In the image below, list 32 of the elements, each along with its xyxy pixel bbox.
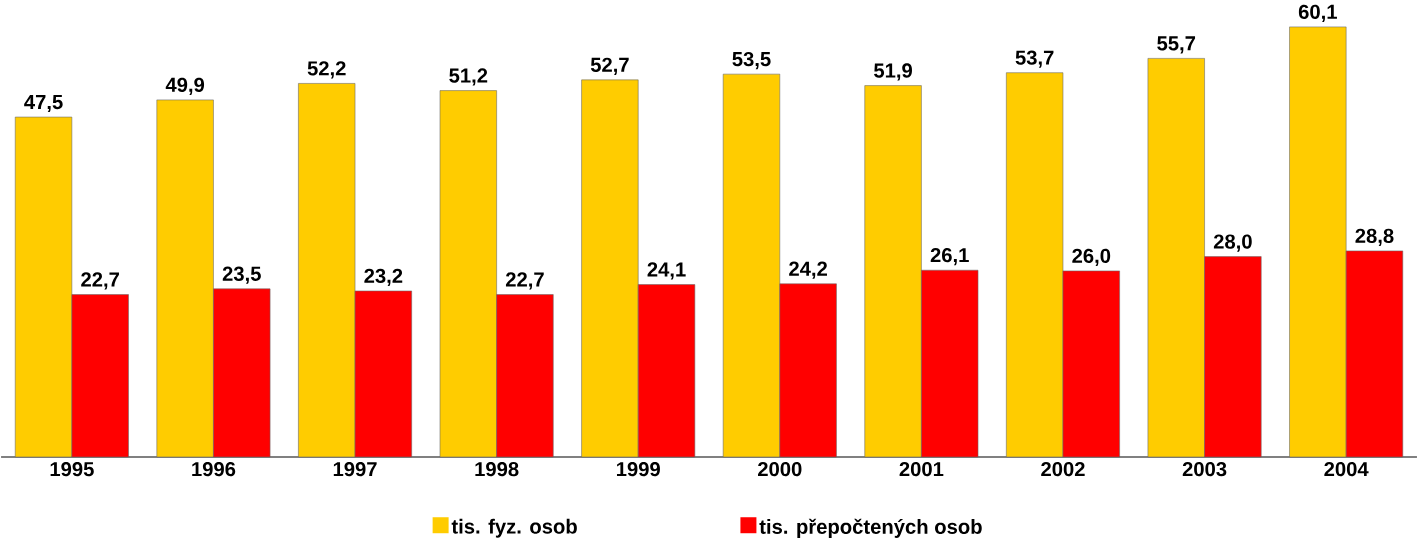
data-label: 53,5 <box>732 51 771 69</box>
data-label: 51,9 <box>874 63 912 81</box>
data-label: 47,5 <box>24 94 63 112</box>
data-label: 26,0 <box>1072 248 1111 266</box>
data-label: 28,0 <box>1213 234 1252 252</box>
x-tick-label: 1998 <box>475 461 519 477</box>
data-label: 24,2 <box>789 261 827 279</box>
x-tick-label: 2002 <box>1041 461 1085 477</box>
data-label: 23,2 <box>364 268 403 286</box>
x-tick-label: 2001 <box>899 461 944 477</box>
x-tick-label: 1997 <box>333 461 377 477</box>
data-label: 51,2 <box>449 68 488 86</box>
x-tick-label: 1996 <box>192 461 236 477</box>
data-label: 22,7 <box>505 272 544 290</box>
data-label: 60,1 <box>1298 4 1337 22</box>
x-tick-label: 2000 <box>758 461 802 477</box>
data-label: 52,2 <box>307 60 346 79</box>
x-tick-label: 2003 <box>1182 461 1227 477</box>
data-label: 28,8 <box>1355 228 1394 246</box>
data-label: 26,1 <box>930 247 969 266</box>
x-tick-label: 2004 <box>1324 461 1369 477</box>
data-label: 49,9 <box>165 77 205 95</box>
legend-label: tis. přepočtených osob <box>759 518 982 538</box>
x-tick-label: 1995 <box>50 461 94 477</box>
data-label: 22,7 <box>81 272 119 290</box>
x-tick-label: 1999 <box>616 461 660 477</box>
data-label: 24,1 <box>647 262 686 280</box>
legend-label: tis. fyz. osob <box>451 518 577 538</box>
data-label: 52,7 <box>590 57 629 75</box>
data-label: 55,7 <box>1157 36 1196 54</box>
data-label: 53,7 <box>1015 50 1054 68</box>
data-label: 23,5 <box>222 266 261 284</box>
